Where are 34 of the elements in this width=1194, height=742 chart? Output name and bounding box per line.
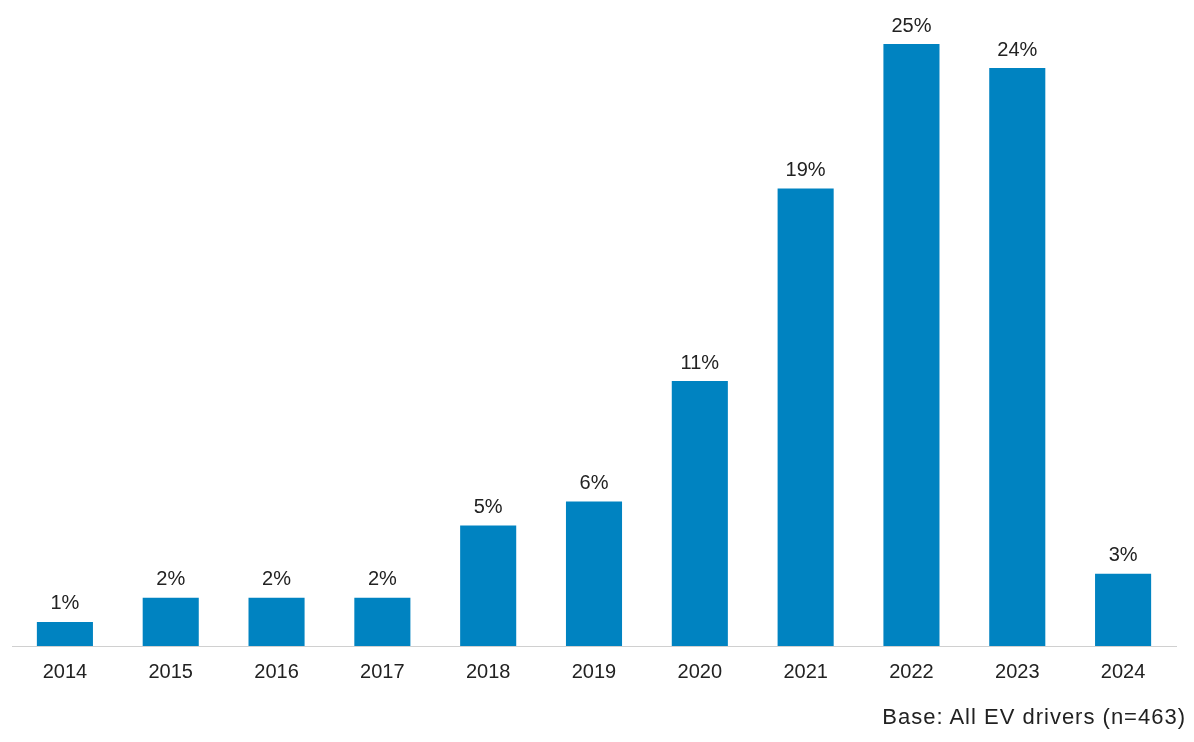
data-label: 24% <box>997 37 1038 60</box>
data-label: 19% <box>785 158 826 180</box>
bar <box>460 525 517 646</box>
bar <box>142 597 199 646</box>
data-label: 25% <box>891 13 932 36</box>
data-label: 2% <box>156 567 186 590</box>
x-tick-label: 2023 <box>995 659 1040 682</box>
bar <box>1095 573 1152 646</box>
bar <box>777 188 834 646</box>
bar <box>883 44 940 646</box>
bar <box>671 381 728 646</box>
data-label: 3% <box>1108 543 1138 566</box>
data-label: 2% <box>367 567 398 590</box>
x-tick-label: 2020 <box>677 659 723 682</box>
bar <box>248 597 305 646</box>
data-label: 2% <box>262 567 292 590</box>
x-tick-label: 2017 <box>360 659 405 682</box>
x-tick-label: 2015 <box>148 659 193 682</box>
x-tick-label: 2021 <box>783 659 828 682</box>
x-tick-label: 2022 <box>889 659 934 682</box>
x-tick-label: 2019 <box>571 659 617 682</box>
x-tick-label: 2024 <box>1100 659 1146 682</box>
x-tick-label: 2016 <box>254 659 299 682</box>
bar <box>989 68 1046 646</box>
data-label: 11% <box>680 350 720 373</box>
x-tick-label: 2014 <box>42 659 88 682</box>
data-label: 6% <box>579 471 609 494</box>
bar <box>565 501 623 646</box>
data-label: 5% <box>473 495 503 518</box>
data-label: 1% <box>50 591 80 614</box>
x-tick-label: 2018 <box>465 659 511 682</box>
text: Base: All EV drivers (n=463) <box>881 704 1186 730</box>
bar <box>354 597 411 646</box>
bar <box>36 621 93 646</box>
